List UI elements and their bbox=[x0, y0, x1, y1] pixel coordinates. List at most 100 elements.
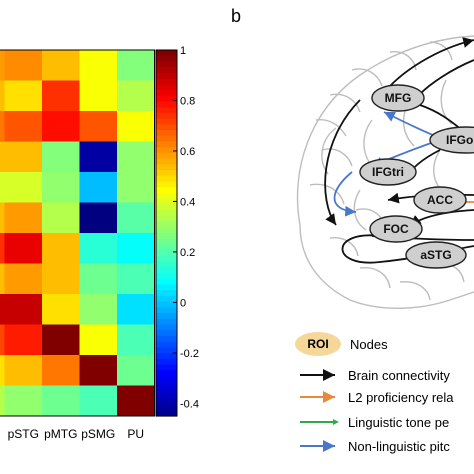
colorbar-segment bbox=[156, 67, 177, 74]
colorbar-segment bbox=[156, 261, 177, 268]
heatmap-cell bbox=[117, 324, 155, 356]
node-ACC: ACC bbox=[413, 186, 467, 214]
colorbar-segment bbox=[156, 118, 177, 125]
heatmap-cell bbox=[0, 233, 5, 264]
legend-roi: ROI Nodes bbox=[295, 332, 388, 356]
colorbar-segment bbox=[156, 84, 177, 91]
svg-text:aSTG: aSTG bbox=[420, 248, 451, 262]
heatmap-cell bbox=[42, 111, 80, 142]
heatmap-cell bbox=[42, 355, 80, 386]
heatmap-cell bbox=[117, 385, 155, 417]
colorbar-border bbox=[155, 49, 178, 417]
colorbar-segment bbox=[156, 187, 177, 194]
heatmap-cell bbox=[42, 202, 80, 234]
colorbar-segment bbox=[156, 324, 177, 331]
heatmap-cell bbox=[4, 263, 43, 295]
heatmap-cell bbox=[42, 172, 80, 203]
heatmap-cell bbox=[42, 294, 80, 325]
colorbar-segment bbox=[156, 101, 177, 108]
colorbar-tick-label: 0 bbox=[180, 297, 186, 309]
legend-item-l2-proficiency: L2 proficiency rela bbox=[300, 390, 454, 405]
colorbar-segment bbox=[156, 244, 177, 251]
heatmap-cell bbox=[117, 263, 155, 295]
colorbar-segment bbox=[156, 215, 177, 223]
heatmap-cell bbox=[117, 233, 155, 264]
brain-connectivity-arrows bbox=[324, 37, 474, 264]
node-MFG: MFG bbox=[371, 84, 425, 112]
heatmap-cell bbox=[4, 141, 43, 173]
heatmap-cell bbox=[4, 294, 43, 325]
colorbar-segment bbox=[156, 204, 177, 211]
colorbar-segment bbox=[156, 364, 177, 371]
heatmap-cell bbox=[117, 202, 155, 234]
colorbar-segment bbox=[156, 72, 177, 80]
heatmap-cell bbox=[4, 385, 43, 417]
colorbar-segment bbox=[156, 158, 177, 165]
heatmap-cell bbox=[117, 355, 155, 386]
heatmap-cell bbox=[4, 80, 43, 112]
heatmap-cell bbox=[117, 80, 155, 112]
colorbar-segment bbox=[156, 335, 177, 343]
colorbar-segment bbox=[156, 78, 177, 85]
heatmap-cell bbox=[79, 324, 118, 356]
heatmap-cell bbox=[42, 263, 80, 295]
colorbar-segment bbox=[156, 398, 177, 406]
heatmap-cell bbox=[0, 263, 5, 295]
colorbar-segment bbox=[156, 130, 177, 137]
heatmap-cell bbox=[42, 385, 80, 417]
colorbar-segment bbox=[156, 387, 177, 394]
svg-text:MFG: MFG bbox=[385, 91, 412, 105]
heatmap-cell bbox=[0, 385, 5, 417]
heatmap-cell bbox=[79, 294, 118, 325]
colorbar-tick-label: -0.4 bbox=[180, 398, 199, 410]
heatmap-cell bbox=[4, 202, 43, 234]
heatmap-cell bbox=[79, 80, 118, 112]
heatmap-cell bbox=[117, 294, 155, 325]
colorbar-segment bbox=[156, 61, 177, 68]
svg-text:IFGo: IFGo bbox=[446, 133, 473, 147]
colorbar-segment bbox=[156, 313, 177, 320]
colorbar-segment bbox=[156, 410, 177, 417]
svg-text:Linguistic tone pe: Linguistic tone pe bbox=[348, 415, 449, 430]
colorbar-segment bbox=[156, 147, 177, 154]
heatmap-cell bbox=[4, 355, 43, 386]
svg-text:ACC: ACC bbox=[427, 193, 453, 207]
svg-text:Nodes: Nodes bbox=[350, 337, 388, 352]
heatmap-cell bbox=[79, 385, 118, 417]
heatmap-cell bbox=[79, 172, 118, 203]
colorbar-segment bbox=[156, 192, 177, 200]
colorbar-segment bbox=[156, 255, 177, 263]
svg-text:Non-linguistic pitc: Non-linguistic pitc bbox=[348, 439, 450, 454]
colorbar-segment bbox=[156, 278, 177, 286]
colorbar-tick-label: 1 bbox=[180, 45, 186, 57]
colorbar-segment bbox=[156, 307, 177, 314]
heatmap-cell bbox=[0, 202, 5, 234]
colorbar-segment bbox=[156, 290, 177, 297]
heatmap-column-label: pSMG bbox=[81, 427, 115, 441]
svg-text:L2 proficiency rela: L2 proficiency rela bbox=[348, 390, 454, 405]
colorbar-tick-label: -0.2 bbox=[180, 348, 199, 360]
colorbar-segment bbox=[156, 90, 177, 97]
heatmap-cell bbox=[4, 172, 43, 203]
legend-item-brain-connectivity: Brain connectivity bbox=[300, 368, 450, 383]
heatmap-cell bbox=[117, 141, 155, 173]
colorbar-segment bbox=[156, 330, 177, 337]
legend-item-linguistic-tone: Linguistic tone pe bbox=[300, 415, 449, 430]
colorbar-segment bbox=[156, 358, 177, 366]
colorbar-tick-label: 0.8 bbox=[180, 95, 195, 107]
colorbar-tick-label: 0.6 bbox=[180, 146, 195, 158]
colorbar-segment bbox=[156, 107, 177, 114]
colorbar bbox=[155, 49, 178, 417]
heatmap-cell bbox=[0, 50, 5, 81]
colorbar-segment bbox=[156, 55, 177, 63]
colorbar-segment bbox=[156, 152, 177, 160]
node-IFGo: IFGo bbox=[429, 126, 474, 154]
heatmap-cell bbox=[4, 111, 43, 142]
panel-label-b: b bbox=[231, 6, 242, 26]
svg-text:ROI: ROI bbox=[307, 337, 328, 351]
legend-item-nonlinguistic-pitch: Non-linguistic pitc bbox=[300, 439, 450, 454]
heatmap-cell bbox=[42, 324, 80, 356]
colorbar-segment bbox=[156, 210, 177, 217]
